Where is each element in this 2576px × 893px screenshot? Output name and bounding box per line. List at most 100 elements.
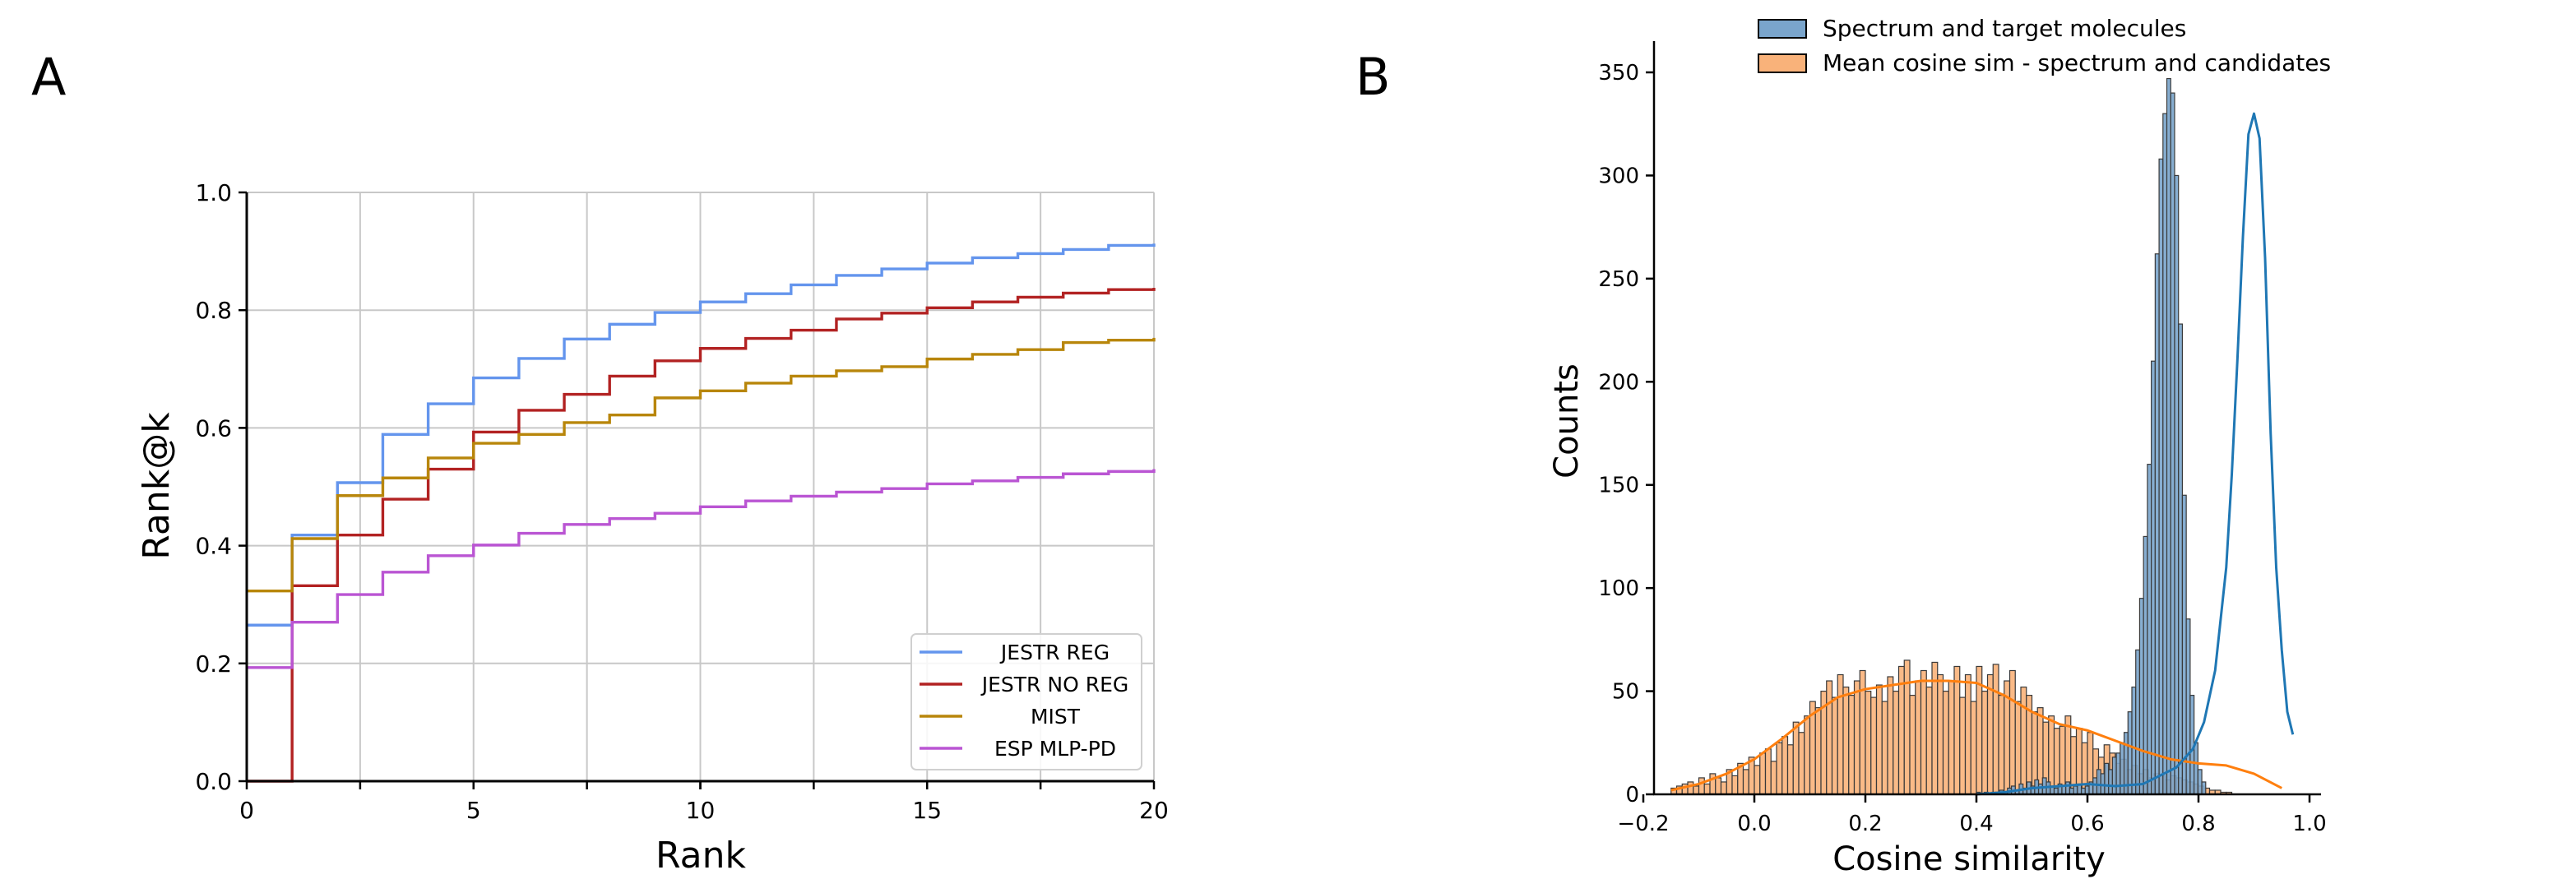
hist-bar (1742, 769, 1749, 795)
hist-bar (1814, 707, 1822, 795)
hist-bar (1909, 694, 1916, 795)
x-tick-label: 0.0 (1737, 812, 1771, 836)
y-tick-label: 0 (1625, 783, 1639, 807)
series-esp-mlp-pd (247, 469, 1156, 669)
legend-label-jestr-no-reg: JESTR NO REG (980, 673, 1129, 696)
hist-bar (1781, 736, 1789, 795)
y-tick-label: 50 (1612, 680, 1639, 705)
panel-b-kde-lines (1670, 112, 2295, 796)
x-tick-label: 0.6 (2070, 812, 2104, 836)
y-tick-label: 1.0 (195, 179, 232, 206)
hist-bar (2158, 158, 2164, 795)
hist-bar (1798, 732, 1805, 795)
hist-bar (1937, 673, 1944, 795)
hist-bar (1959, 696, 1967, 795)
x-tick-label: 0.4 (1959, 812, 1993, 836)
legend-label-spectrum-and-target-molecules: Spectrum and target molecules (1823, 15, 2186, 42)
series-jestr-reg (247, 243, 1156, 627)
x-tick-label: 1.0 (2292, 812, 2326, 836)
hist-bar (2092, 777, 2098, 795)
panel-b-chart: 0 50 100 150 200 250 300 350 −0.2 0.0 0.2 0.4 0.6 0.8… (1548, 15, 2331, 878)
hist-bar (1693, 785, 1700, 795)
hist-bar (2096, 769, 2101, 795)
hist-bar (2038, 783, 2043, 795)
hist-bar (2197, 769, 2203, 795)
panel-b-ylabel: Counts (1548, 363, 1586, 479)
panel-a-ylabel: Rank@k (136, 412, 178, 560)
hist-bar (1709, 773, 1717, 795)
hist-bar (2143, 535, 2148, 795)
hist-bar (1981, 690, 1989, 795)
hist-bar (1992, 664, 1999, 795)
y-tick-label: 250 (1598, 267, 1639, 292)
hist-bar (2181, 494, 2187, 795)
x-tick-label: −0.2 (1617, 812, 1669, 836)
panel-a-chart: 0.0 0.2 0.4 0.6 0.8 1.0 0 5 10 15 20 Rank Rank@k J… (136, 179, 1169, 877)
hist-bar (1942, 690, 1949, 795)
hist-bar (1925, 686, 1933, 795)
series-mist (247, 337, 1156, 593)
hist-bar (1715, 777, 1722, 795)
x-tick-label: 10 (686, 797, 716, 824)
hist-bar (1848, 694, 1856, 795)
panel-a-label: A (31, 47, 66, 107)
hist-bar (1893, 690, 1900, 795)
hist-bar (1842, 686, 1850, 795)
panel-a-ticks: 0.0 0.2 0.4 0.6 0.8 1.0 0 5 10 15 20 (195, 179, 1168, 824)
legend-label-mist: MIST (1031, 705, 1081, 729)
hist-bar (1903, 659, 1911, 795)
hist-bar (2147, 464, 2152, 795)
panel-b-label: B (1355, 47, 1391, 107)
hist-bar (1720, 781, 1727, 795)
hist-bar (1703, 783, 1711, 795)
hist-bar (2138, 598, 2144, 795)
legend-swatch-mean-cosine-sim-spectrum-and-candidates (1758, 53, 1807, 73)
hist-bar (1853, 680, 1860, 795)
legend-label-esp-mlp-pd: ESP MLP-PD (994, 737, 1116, 761)
hist-bar (1964, 673, 1971, 795)
panel-b-xlabel: Cosine similarity (1832, 840, 2106, 878)
y-tick-label: 150 (1598, 474, 1639, 498)
hist-bar (1875, 684, 1883, 795)
hist-bar (2174, 174, 2180, 795)
hist-bar (1998, 694, 2005, 795)
y-tick-label: 350 (1598, 61, 1639, 86)
hist-bar (2111, 757, 2117, 795)
hist-bar (1826, 680, 1833, 795)
y-tick-label: 0.0 (195, 768, 232, 795)
hist-bar (1837, 673, 1844, 795)
y-tick-label: 0.4 (195, 533, 232, 560)
hist-bar (1731, 775, 1739, 795)
x-tick-label: 20 (1139, 797, 1169, 824)
legend-label-mean-cosine-sim-spectrum-and-candidates: Mean cosine sim - spectrum and candidate… (1823, 49, 2331, 76)
panel-b-axes (1652, 41, 2321, 796)
hist-bar (1831, 696, 1838, 795)
hist-bar (1698, 777, 1705, 795)
hist-bar (2008, 669, 2016, 795)
hist-bar (2201, 781, 2207, 795)
hist-bar (2104, 762, 2110, 795)
legend-label-jestr-reg: JESTR REG (999, 641, 1110, 664)
panel-b-bars (1670, 77, 2233, 795)
hist-bar (2162, 113, 2168, 795)
hist-bar (1792, 721, 1800, 795)
hist-bar (2073, 785, 2078, 795)
kde-spectrum-and-target-molecules (1976, 112, 2295, 796)
hist-bar (1870, 696, 1878, 795)
hist-bar (1764, 748, 1772, 795)
x-tick-label: 0.2 (1848, 812, 1882, 836)
hist-bar (2127, 711, 2133, 795)
hist-bar (2108, 769, 2113, 795)
hist-bar (1948, 680, 1955, 795)
y-tick-label: 0.6 (195, 414, 232, 442)
panel-b-legend: Spectrum and target molecules Mean cosine… (1758, 15, 2331, 76)
hist-bar (2151, 360, 2156, 795)
hist-bar (2135, 649, 2141, 795)
kde-mean-cosine-sim-spectrum-and-candidates (1670, 679, 2282, 792)
hist-bar (1804, 715, 1811, 795)
series-jestr-no-reg (247, 287, 1156, 783)
hist-bar (2020, 686, 2027, 795)
hist-bar (2131, 686, 2137, 795)
hist-bar (2014, 701, 2022, 795)
legend-box (910, 633, 1142, 770)
